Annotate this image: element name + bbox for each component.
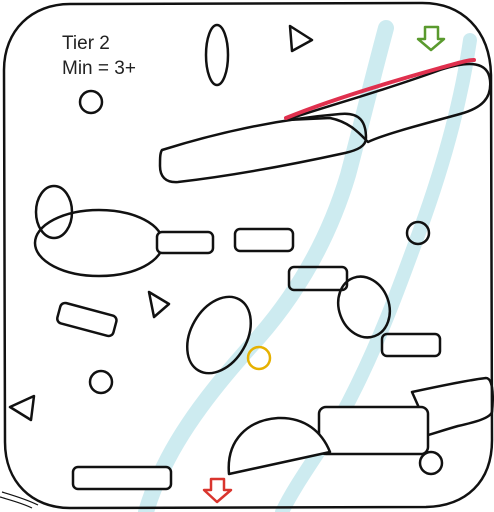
small-plank-1[interactable] bbox=[155, 230, 215, 255]
circle-icon[interactable] bbox=[78, 89, 104, 115]
block-obstacle[interactable] bbox=[317, 405, 430, 456]
half-disk-obstacle[interactable] bbox=[227, 416, 332, 476]
triangle-icon[interactable] bbox=[147, 290, 171, 319]
tier-label: Tier 2 bbox=[62, 33, 110, 54]
triangle-icon[interactable] bbox=[288, 24, 314, 53]
small-plank-4[interactable] bbox=[380, 332, 442, 358]
triangle-icon[interactable] bbox=[8, 394, 36, 422]
circle-icon[interactable] bbox=[418, 450, 444, 476]
red-marker-stroke bbox=[284, 58, 476, 120]
bottom-plank[interactable] bbox=[71, 465, 173, 491]
circle-icon[interactable] bbox=[405, 220, 431, 246]
circle-icon[interactable] bbox=[88, 369, 114, 395]
minimum-label: Min = 3+ bbox=[62, 58, 136, 79]
large-ellipse-obstacle[interactable] bbox=[33, 208, 165, 278]
tilted-block-obstacle[interactable] bbox=[410, 376, 494, 437]
entry-arrow-icon[interactable] bbox=[416, 25, 446, 52]
small-plank-3[interactable] bbox=[287, 265, 349, 292]
exit-arrow-icon[interactable] bbox=[202, 477, 233, 504]
tilted-ellipse-obstacle[interactable] bbox=[330, 269, 398, 344]
ring-target-icon[interactable] bbox=[246, 345, 272, 371]
plank-top-right[interactable] bbox=[284, 62, 492, 144]
plank-top-left[interactable] bbox=[158, 112, 368, 184]
tilted-ellipse-obstacle-center[interactable] bbox=[174, 285, 263, 384]
tilted-plank-obstacle[interactable] bbox=[56, 301, 118, 338]
vertical-oval-obstacle[interactable] bbox=[204, 23, 230, 87]
small-plank-2[interactable] bbox=[233, 227, 295, 253]
frame-scribble bbox=[0, 491, 39, 509]
